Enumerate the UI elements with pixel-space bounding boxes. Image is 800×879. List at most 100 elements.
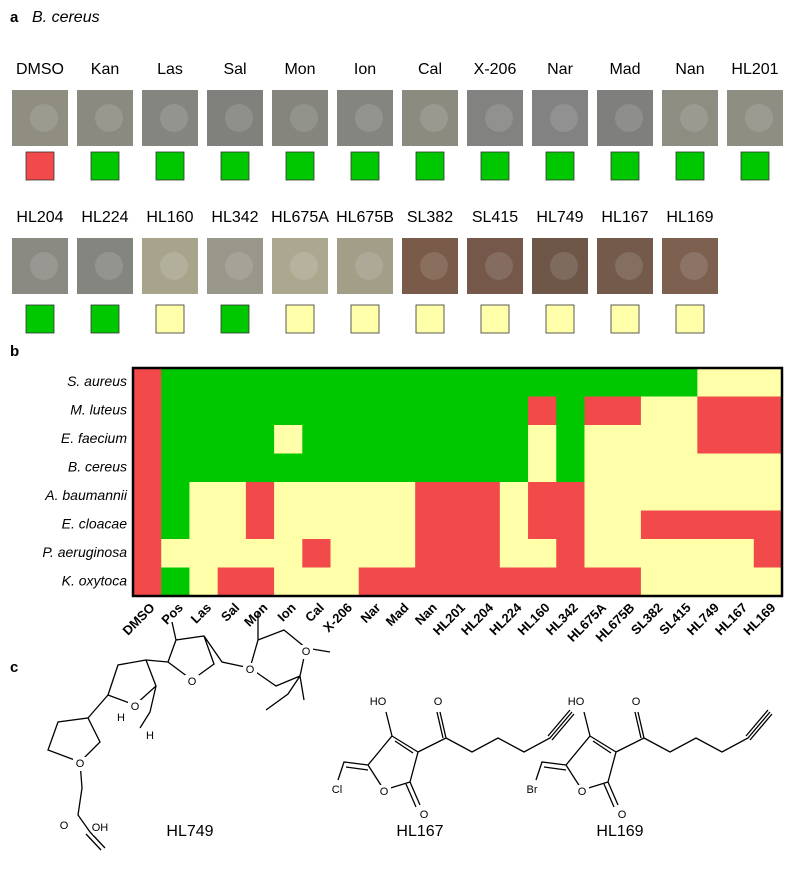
heatmap-cell	[274, 454, 303, 483]
heatmap-cell	[500, 539, 529, 568]
compound-label: Nar	[547, 61, 573, 78]
heatmap-cell	[246, 454, 275, 483]
atom-label: HO	[568, 696, 585, 708]
heatmap-cell	[528, 482, 557, 511]
result-square	[286, 305, 314, 333]
atom-label: O	[131, 701, 140, 713]
panel-label: c	[10, 659, 18, 676]
result-square	[416, 152, 444, 180]
heatmap-cell	[669, 454, 698, 483]
heatmap-cell	[641, 425, 670, 454]
heatmap-cell	[754, 397, 783, 426]
result-square	[156, 305, 184, 333]
heatmap-cell	[218, 368, 247, 397]
compound-name: HL749	[166, 823, 213, 840]
plate-zone	[30, 252, 58, 280]
result-square	[221, 305, 249, 333]
heatmap-cell	[584, 511, 613, 540]
heatmap-cell	[218, 397, 247, 426]
heatmap-cell	[613, 425, 642, 454]
plate-zone	[290, 252, 318, 280]
heatmap-cell	[331, 568, 360, 597]
heatmap-cell	[415, 568, 444, 597]
heatmap-cell	[387, 454, 416, 483]
heatmap-cell	[584, 368, 613, 397]
heatmap-cell	[161, 454, 190, 483]
heatmap-cell	[274, 482, 303, 511]
heatmap-cell	[415, 511, 444, 540]
plate-zone	[95, 104, 123, 132]
heatmap-cell	[613, 397, 642, 426]
heatmap-cell	[697, 568, 726, 597]
plate-zone	[225, 252, 253, 280]
heatmap-cell	[359, 397, 388, 426]
heatmap-cell	[726, 454, 755, 483]
heatmap-cell	[669, 539, 698, 568]
result-square	[351, 152, 379, 180]
heatmap-cell	[302, 425, 331, 454]
compound-label: HL675A	[271, 209, 329, 226]
heatmap-cell	[500, 482, 529, 511]
result-square	[611, 305, 639, 333]
heatmap-cell	[500, 454, 529, 483]
heatmap-cell	[133, 482, 162, 511]
heatmap-cell	[697, 482, 726, 511]
heatmap-cell	[387, 368, 416, 397]
heatmap-cell	[133, 568, 162, 597]
plate-zone	[615, 252, 643, 280]
organism: B. cereus	[32, 9, 100, 26]
heatmap-cell	[161, 425, 190, 454]
heatmap-cell	[754, 568, 783, 597]
heatmap-cell	[189, 454, 218, 483]
plate-zone	[225, 104, 253, 132]
atom-label: O	[380, 786, 389, 798]
heatmap-cell	[697, 539, 726, 568]
atom-label: H	[117, 712, 125, 724]
heatmap-cell	[726, 368, 755, 397]
compound-label: HL204	[16, 209, 63, 226]
heatmap-cell	[443, 511, 472, 540]
row-label: M. luteus	[70, 401, 127, 417]
heatmap-cell	[584, 482, 613, 511]
heatmap-cell	[331, 539, 360, 568]
heatmap-cell	[161, 368, 190, 397]
heatmap-cell	[641, 482, 670, 511]
heatmap-cell	[359, 511, 388, 540]
row-label: K. oxytoca	[62, 572, 128, 588]
plate-zone	[550, 104, 578, 132]
heatmap-cell	[556, 425, 585, 454]
heatmap-cell	[528, 568, 557, 597]
heatmap-cell	[443, 397, 472, 426]
heatmap-cell	[528, 539, 557, 568]
heatmap-cell	[500, 568, 529, 597]
heatmap-cell	[726, 539, 755, 568]
heatmap-cell	[726, 568, 755, 597]
heatmap-cell	[613, 368, 642, 397]
compound-label: HL201	[731, 61, 778, 78]
heatmap-cell	[669, 511, 698, 540]
heatmap-cell	[415, 482, 444, 511]
result-square	[546, 152, 574, 180]
compound-name: HL169	[596, 823, 643, 840]
heatmap-cell	[754, 368, 783, 397]
plate-zone	[420, 104, 448, 132]
heatmap-cell	[528, 511, 557, 540]
heatmap-cell	[443, 425, 472, 454]
heatmap-cell	[472, 425, 501, 454]
compound-label: Kan	[91, 61, 119, 78]
heatmap-cell	[415, 368, 444, 397]
heatmap-cell	[133, 368, 162, 397]
heatmap-cell	[556, 539, 585, 568]
heatmap-cell	[556, 454, 585, 483]
row-label: E. faecium	[61, 430, 127, 446]
row-label: A. baumannii	[44, 487, 128, 503]
heatmap-cell	[500, 368, 529, 397]
plate-zone	[680, 252, 708, 280]
heatmap-cell	[161, 511, 190, 540]
heatmap-cell	[274, 568, 303, 597]
heatmap-cell	[443, 454, 472, 483]
heatmap-cell	[415, 397, 444, 426]
heatmap-cell	[472, 539, 501, 568]
heatmap-cell	[331, 454, 360, 483]
plate-zone	[745, 104, 773, 132]
